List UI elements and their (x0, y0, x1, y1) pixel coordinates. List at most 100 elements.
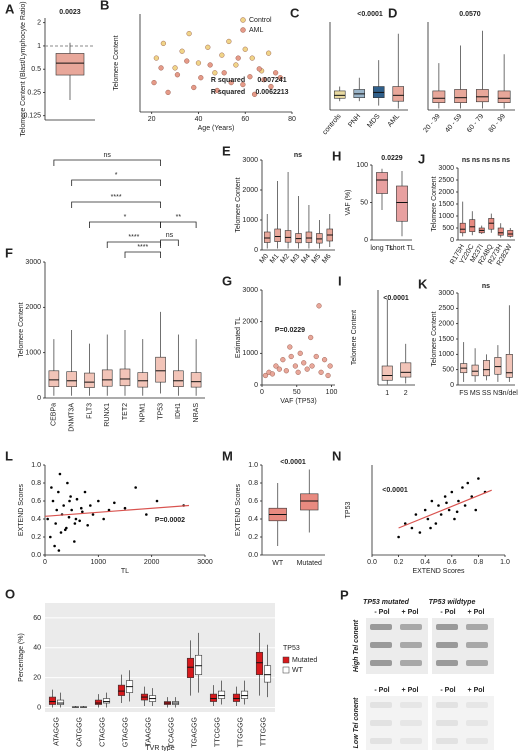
lane-label: + Pol (402, 609, 419, 616)
point (457, 499, 460, 503)
point (160, 40, 166, 47)
y-tick-label: 3000 (25, 259, 41, 266)
point (198, 75, 204, 81)
significance-label: ns (104, 152, 112, 159)
point (172, 65, 178, 71)
x-tick-label: NRAS (193, 403, 200, 423)
y-axis-label: Telomere Content (18, 302, 25, 357)
x-tick-label: FS (459, 390, 468, 397)
x-tick-label: AML (387, 113, 402, 129)
point (470, 495, 474, 498)
box (66, 371, 77, 387)
point (102, 517, 105, 521)
legend-swatch (240, 27, 246, 33)
box (396, 185, 408, 222)
point (69, 495, 72, 498)
point (434, 522, 438, 525)
point (304, 366, 310, 372)
point (266, 50, 272, 56)
x-tick-label: RUNX1 (104, 403, 111, 427)
significance-bracket (53, 159, 161, 166)
y-tick-label: 0 (37, 395, 41, 402)
legend-label: Control (249, 17, 272, 24)
significance-bracket (71, 201, 161, 208)
y-tick-label: 1000 (25, 350, 41, 357)
box (459, 222, 466, 234)
gel-band (466, 624, 488, 630)
gel-band (466, 738, 488, 744)
lane-label: - Pol (374, 687, 389, 694)
significance-bracket (160, 221, 197, 228)
box (264, 665, 272, 683)
x-tick-label: M1 (269, 253, 281, 265)
row-label: High Tel conent (353, 619, 360, 672)
box (469, 219, 476, 232)
point (107, 508, 111, 512)
y-tick-label: 0.2 (248, 534, 258, 541)
y-tick-label: 1000 (242, 350, 258, 357)
point (418, 531, 422, 534)
y-axis-label: EXTEND Scores (18, 483, 25, 536)
y-tick-label: 0.6 (31, 498, 41, 505)
y-axis-label: TP53 (345, 502, 352, 519)
x-tick-label: NPM1 (140, 403, 147, 423)
y-axis-label: Telomere Content (113, 35, 120, 90)
x-tick-label: 1 (385, 390, 389, 397)
y-axis-label: EXTEND Scores (235, 483, 242, 536)
panel-letter: C (290, 5, 300, 20)
panel-letter: J (418, 151, 425, 166)
y-axis-label: VAF (%) (345, 190, 352, 216)
point (269, 371, 276, 377)
significance-label: * (115, 172, 118, 179)
box (381, 365, 393, 381)
gel-band (466, 660, 488, 666)
box (94, 699, 102, 705)
annotation: <0.0001 (383, 295, 409, 302)
point (309, 363, 315, 369)
x-tick-label: SS (482, 390, 492, 397)
legend-label: WT (292, 667, 304, 674)
y-axis-label: Telomere Content (431, 311, 438, 366)
box (505, 354, 513, 378)
y-tick-label: 0 (450, 382, 454, 389)
x-tick-label: 0.6 (447, 559, 457, 566)
point (273, 70, 279, 76)
annotation: P=0.0229 (275, 327, 305, 334)
box (57, 699, 65, 705)
y-tick-label: 0.5 (31, 66, 41, 73)
point (205, 44, 211, 50)
annotation: 0.0570 (459, 11, 481, 18)
box (497, 227, 504, 236)
y-tick-label: 0.2 (31, 534, 41, 541)
y-tick-label: 1500 (438, 336, 454, 343)
box (400, 362, 412, 378)
point (78, 519, 81, 523)
gel-band (466, 702, 488, 708)
gel-band (400, 738, 422, 744)
point (453, 517, 456, 521)
point (461, 486, 464, 489)
gel-band (436, 738, 458, 744)
box (263, 231, 271, 243)
gel-band (400, 720, 422, 726)
x-tick-label: M2 (279, 253, 291, 265)
point (235, 55, 241, 61)
box (376, 172, 388, 194)
point (75, 497, 79, 501)
annotation: 0.0229 (381, 155, 403, 162)
point (153, 55, 159, 61)
point (155, 499, 159, 503)
point (67, 515, 71, 519)
x-tick-label: 3000 (197, 559, 213, 566)
y-tick-label: 3000 (242, 287, 258, 294)
panel-letter: H (332, 148, 341, 163)
box (155, 356, 166, 383)
y-tick-label: 0 (364, 237, 368, 244)
fit-line (44, 504, 190, 517)
point (313, 353, 319, 360)
y-tick-label: 60 (33, 615, 41, 622)
point (58, 472, 62, 476)
x-tick-label: ATAGGG (53, 717, 60, 746)
point (466, 481, 470, 485)
